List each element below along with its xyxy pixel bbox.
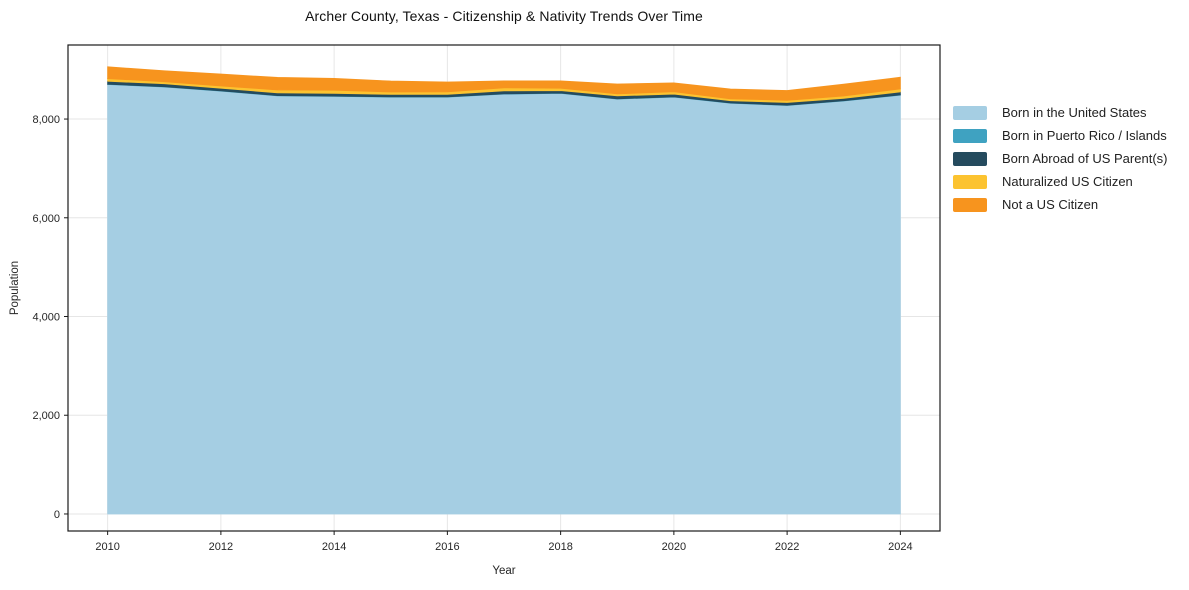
x-tick-label: 2024 bbox=[888, 541, 912, 553]
chart-title: Archer County, Texas - Citizenship & Nat… bbox=[305, 8, 703, 24]
legend-item: Not a US Citizen bbox=[953, 198, 1167, 212]
x-tick-label: 2018 bbox=[548, 541, 572, 553]
legend-label: Born Abroad of US Parent(s) bbox=[1002, 151, 1168, 166]
y-tick-label: 6,000 bbox=[32, 213, 60, 225]
legend-label: Naturalized US Citizen bbox=[1002, 174, 1133, 189]
legend-label: Not a US Citizen bbox=[1002, 197, 1099, 212]
x-tick-label: 2020 bbox=[662, 541, 686, 553]
legend-swatch bbox=[953, 152, 987, 166]
legend-swatch bbox=[953, 129, 987, 143]
legend: Born in the United States Born in Puerto … bbox=[953, 106, 1167, 212]
legend-item: Naturalized US Citizen bbox=[953, 175, 1167, 189]
area-series bbox=[107, 66, 901, 101]
y-tick-label: 0 bbox=[54, 509, 60, 521]
y-tick-label: 2,000 bbox=[32, 410, 60, 422]
x-tick-label: 2012 bbox=[209, 541, 233, 553]
plot-frame bbox=[67, 44, 941, 532]
x-tick-label: 2022 bbox=[775, 541, 799, 553]
legend-label: Born in Puerto Rico / Islands bbox=[1002, 128, 1167, 143]
y-tick-label: 8,000 bbox=[32, 114, 60, 126]
y-axis-label: Population bbox=[9, 260, 21, 316]
legend-swatch bbox=[953, 175, 987, 189]
legend-item: Born in Puerto Rico / Islands bbox=[953, 129, 1167, 143]
x-tick-label: 2010 bbox=[95, 541, 119, 553]
x-tick-label: 2016 bbox=[435, 541, 459, 553]
x-axis-label: Year bbox=[492, 565, 516, 577]
legend-label: Born in the United States bbox=[1002, 105, 1147, 120]
area-series bbox=[107, 84, 901, 515]
legend-swatch bbox=[953, 198, 987, 212]
legend-swatch bbox=[953, 106, 987, 120]
legend-item: Born Abroad of US Parent(s) bbox=[953, 152, 1167, 166]
legend-item: Born in the United States bbox=[953, 106, 1167, 120]
x-tick-label: 2014 bbox=[322, 541, 346, 553]
y-tick-label: 4,000 bbox=[32, 312, 60, 324]
